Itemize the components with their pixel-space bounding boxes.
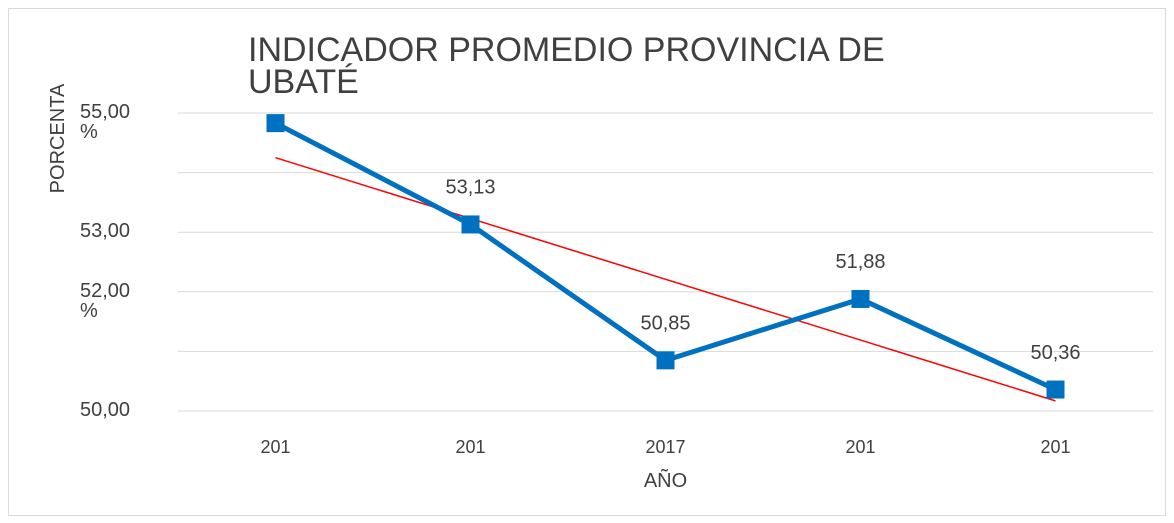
x-tick-label: 201: [455, 437, 486, 457]
x-tick-label: 2017: [645, 437, 686, 457]
y-tick-label: 55,00 %: [80, 101, 131, 143]
data-label: 50,36: [1030, 342, 1080, 364]
data-label: 51,88: [835, 251, 885, 273]
marker: [851, 289, 870, 308]
x-tick-label: 201: [1040, 437, 1071, 457]
marker: [461, 215, 480, 234]
x-axis-label: AÑO: [643, 470, 688, 492]
data-label: 53,13: [445, 177, 495, 199]
x-tick-label: 201: [845, 437, 876, 457]
marker: [1046, 380, 1065, 399]
y-tick-label: 53,00: [80, 220, 131, 243]
y-tick-label: 52,00 %: [80, 279, 131, 322]
data-label: 50,85: [640, 313, 690, 335]
chart-frame: [8, 8, 1166, 516]
trendline: [275, 156, 1056, 402]
y-tick-label: 50,00: [80, 399, 131, 421]
y-axis-label: PORCENTA: [47, 83, 69, 194]
marker: [266, 114, 285, 133]
chart-title: INDICADOR PROMEDIO PROVINCIA DE UBATÉ: [248, 31, 885, 101]
x-tick-label: 201: [260, 437, 291, 457]
marker: [656, 351, 675, 370]
